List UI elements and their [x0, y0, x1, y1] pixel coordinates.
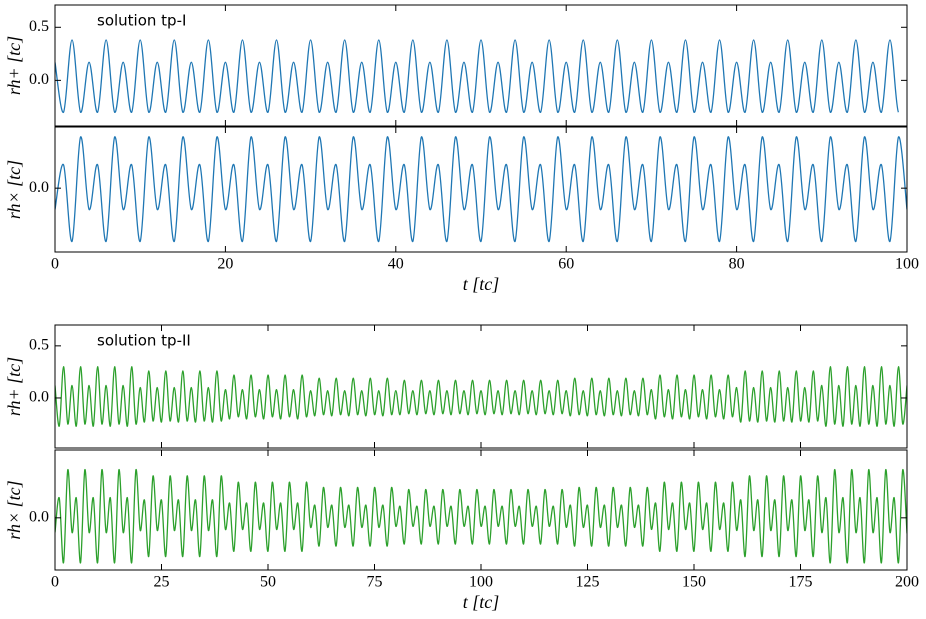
waveform: [55, 469, 907, 564]
x-tick-label: 100: [469, 574, 493, 591]
annotation: solution tp-I: [97, 12, 186, 30]
x-tick-label: 75: [367, 574, 383, 591]
x-tick-label: 40: [388, 256, 404, 273]
x-tick-label: 100: [895, 256, 919, 273]
x-tick-label: 25: [154, 574, 170, 591]
y-axis-label: rh× [tc]: [4, 480, 24, 539]
x-tick-label: 50: [260, 574, 276, 591]
x-axis-label: t [tc]: [463, 592, 500, 612]
y-tick-label: 0.0: [29, 179, 49, 196]
y-tick-label: 0.0: [29, 71, 49, 88]
y-tick-label: 0.0: [29, 508, 49, 525]
x-tick-label: 175: [789, 574, 813, 591]
waveform: [55, 366, 907, 427]
x-tick-label: 125: [576, 574, 600, 591]
x-tick-label: 200: [895, 574, 919, 591]
x-axis-label: t [tc]: [463, 274, 500, 294]
waveform: [55, 136, 907, 243]
y-tick-label: 0.5: [29, 18, 49, 35]
waveform: [55, 39, 900, 113]
axes-frame: [54, 4, 908, 127]
x-tick-label: 150: [682, 574, 706, 591]
axes-frame: [54, 126, 908, 253]
x-tick-label: 60: [558, 256, 574, 273]
x-tick-label: 0: [51, 574, 59, 591]
x-tick-label: 80: [729, 256, 745, 273]
y-axis-label: rh× [tc]: [4, 160, 24, 219]
y-axis-label: rh+ [tc]: [4, 36, 24, 95]
x-tick-label: 0: [51, 256, 59, 273]
annotation: solution tp-II: [97, 332, 191, 350]
y-tick-label: 0.5: [29, 337, 49, 354]
x-tick-label: 20: [217, 256, 233, 273]
y-axis-label: rh+ [tc]: [4, 357, 24, 416]
y-tick-label: 0.0: [29, 389, 49, 406]
